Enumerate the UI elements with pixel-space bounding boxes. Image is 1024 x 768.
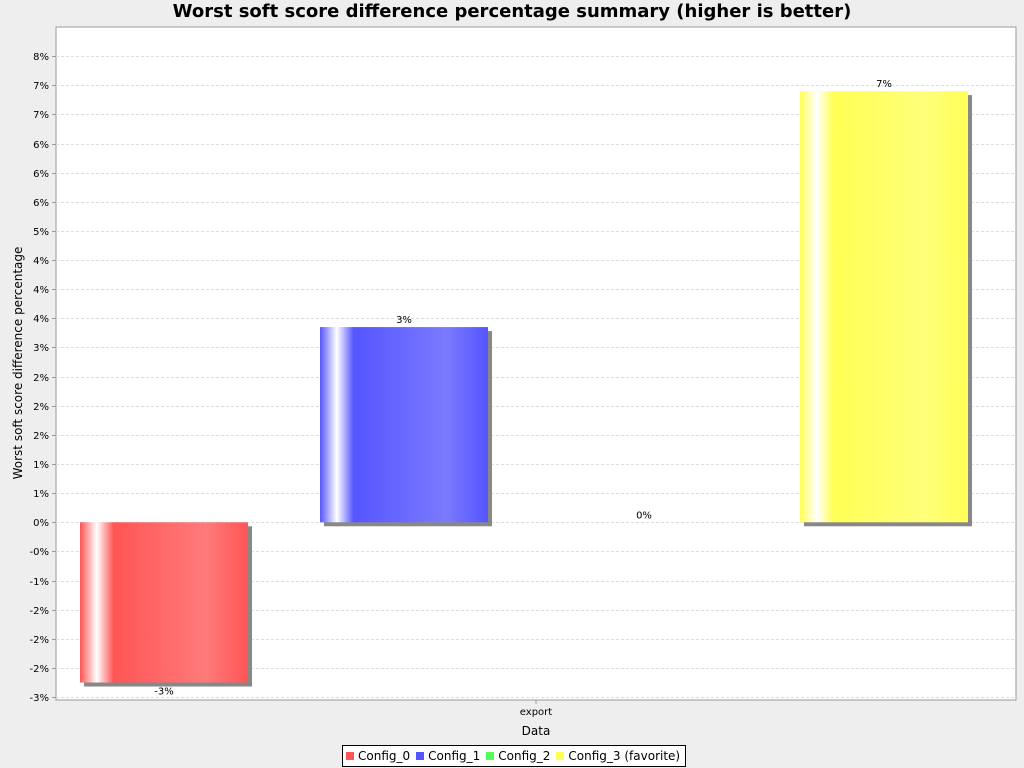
y-tick-label: -2% [30,664,49,675]
y-tick-label: 2% [33,373,49,384]
legend: Config_0 Config_1 Config_2 Config_3 (fav… [342,745,687,767]
legend-item-config-1: Config_1 [416,749,480,763]
legend-label: Config_1 [428,749,481,763]
legend-swatch [346,752,354,760]
y-tick-label: 2% [33,402,49,413]
data-label: 0% [636,510,652,521]
x-axis-label: Data [521,724,551,738]
y-tick-label: 6% [33,140,49,151]
bar-config-0 [80,522,248,683]
y-axis-label: Worst soft score difference percentage [11,246,25,480]
legend-item-config-2: Config_2 [486,749,550,763]
y-tick-label: 5% [33,227,49,238]
legend-label: Config_2 [498,749,551,763]
y-tick-label: 7% [33,110,49,121]
bar-config-1 [320,327,488,523]
y-tick-label: -0% [30,547,49,558]
y-tick-label: 6% [33,169,49,180]
data-label: 3% [396,315,412,326]
y-tick-label: 6% [33,198,49,209]
y-tick-label: -3% [30,693,49,704]
bar-config-3-favorite [800,91,968,523]
y-tick-label: -2% [30,635,49,646]
data-label: -3% [154,687,173,698]
data-label: 7% [876,79,892,90]
legend-item-config-0: Config_0 [346,749,410,763]
y-tick-label: 1% [33,489,49,500]
y-tick-label: 3% [33,343,49,354]
y-tick-label: 7% [33,81,49,92]
y-tick-label: -2% [30,606,49,617]
y-tick-label: 8% [33,52,49,63]
y-tick-label: 4% [33,256,49,267]
legend-swatch [416,752,425,760]
y-tick-label: 4% [33,285,49,296]
y-tick-label: 0% [33,518,49,529]
legend-label: Config_3 (favorite) [568,749,681,763]
legend-swatch [486,752,495,760]
y-tick-label: -1% [30,577,49,588]
y-tick-label: 1% [33,460,49,471]
y-tick-label: 2% [33,431,49,442]
legend-swatch [556,752,565,760]
chart-title: Worst soft score difference percentage s… [172,1,852,22]
legend-item-config-3: Config_3 (favorite) [556,749,680,763]
legend-label: Config_0 [358,749,411,763]
x-tick-label: export [520,707,552,718]
y-tick-label: 4% [33,314,49,325]
